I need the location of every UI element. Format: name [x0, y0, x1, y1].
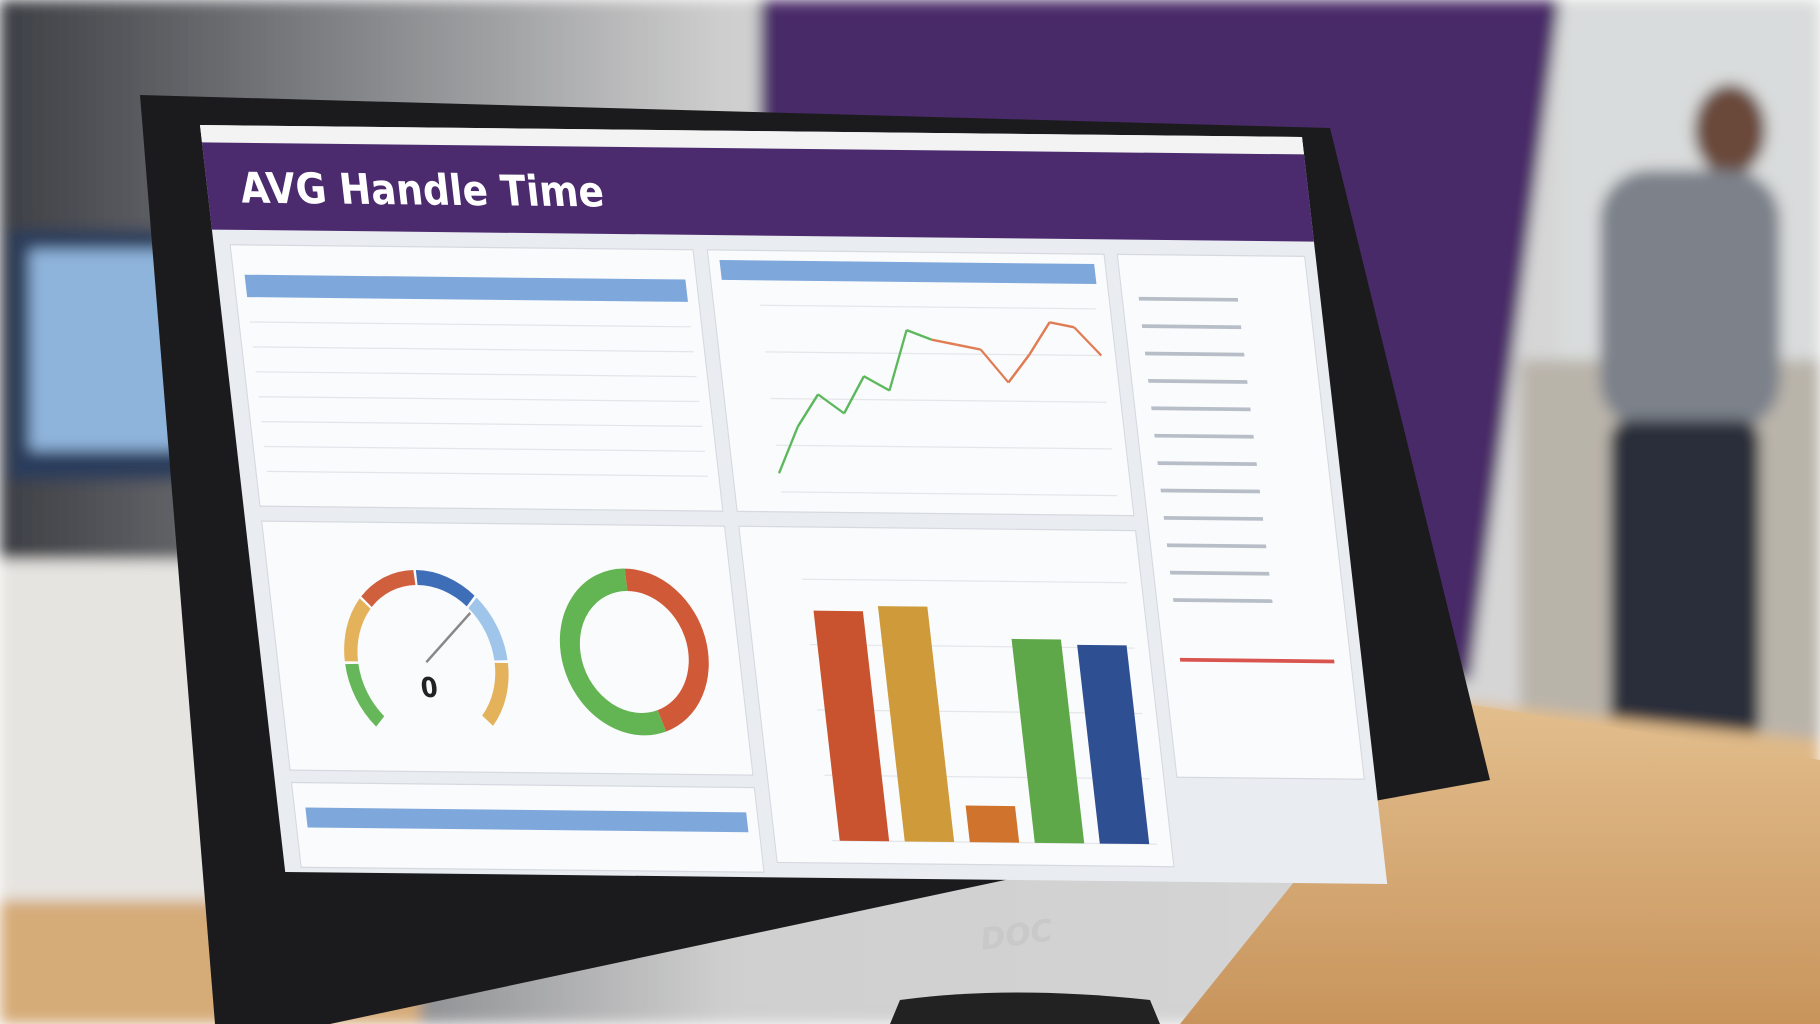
bar: [813, 610, 890, 842]
desk: [1180, 700, 1820, 1024]
line-segment: [1028, 321, 1051, 356]
table-row-line: [252, 346, 694, 353]
table-row-line: [255, 371, 697, 378]
list-item: [1138, 296, 1239, 302]
bar: [1077, 644, 1150, 845]
list-item: [1148, 379, 1248, 384]
line-segment: [843, 375, 865, 415]
gauge-arc: [345, 663, 385, 727]
list-item: [1172, 598, 1273, 603]
line-segment: [863, 375, 890, 392]
panel: [261, 520, 754, 776]
table-row-line: [264, 445, 706, 452]
gauge-value: 0: [419, 673, 439, 705]
list-item: [1151, 406, 1251, 412]
list-item: [1160, 488, 1261, 494]
line-segment: [956, 343, 981, 351]
monitor-stand: [890, 992, 1160, 1024]
gauge-arc: [468, 597, 508, 661]
table-row-line: [266, 470, 708, 477]
line-segment: [778, 426, 799, 474]
table-header: [305, 807, 749, 833]
chart-gridline: [781, 491, 1118, 497]
list-item: [1144, 351, 1245, 357]
line-segment: [906, 328, 932, 341]
donut-segment: [559, 568, 667, 736]
list-item: [1157, 461, 1257, 467]
chart-toolbar: [719, 259, 1097, 284]
bar: [965, 805, 1020, 843]
line-segment: [931, 338, 957, 346]
line-segment: [979, 348, 1010, 384]
panel: [229, 244, 724, 512]
panel: [706, 249, 1135, 517]
chart-gridline: [765, 351, 1102, 357]
gauge-arc: [344, 598, 371, 662]
list-item: [1141, 324, 1242, 330]
chart-gridline: [775, 444, 1113, 450]
chart-gridline: [770, 397, 1107, 403]
bar: [1011, 638, 1085, 844]
list-item: [1179, 657, 1335, 664]
table-row-line: [249, 321, 691, 328]
table-row-line: [261, 420, 703, 428]
header-bar: [201, 142, 1314, 242]
chart-gridline: [802, 578, 1128, 584]
list-item: [1169, 570, 1270, 576]
gauge-arc: [361, 570, 416, 608]
list-item: [1166, 543, 1267, 549]
line-segment: [1007, 353, 1031, 384]
gauge-needle: [425, 611, 472, 664]
dashboard: AVG Handle Time 0: [200, 125, 1388, 885]
line-segment: [1049, 321, 1075, 329]
line-segment: [1073, 326, 1102, 357]
line-segment: [817, 393, 845, 415]
list-item: [1154, 433, 1254, 439]
dashboard-title: AVG Handle Time: [238, 165, 607, 217]
browser-bar: [200, 125, 1304, 155]
gauge-arc: [415, 570, 475, 607]
table-row-line: [258, 396, 700, 403]
donut-segment: [624, 568, 709, 732]
table-header: [244, 274, 688, 302]
line-segment: [796, 393, 819, 428]
bar: [877, 606, 955, 842]
list-item: [1163, 515, 1264, 521]
chart-gridline: [759, 304, 1097, 310]
gauge-arc: [482, 662, 509, 726]
line-segment: [888, 329, 908, 392]
